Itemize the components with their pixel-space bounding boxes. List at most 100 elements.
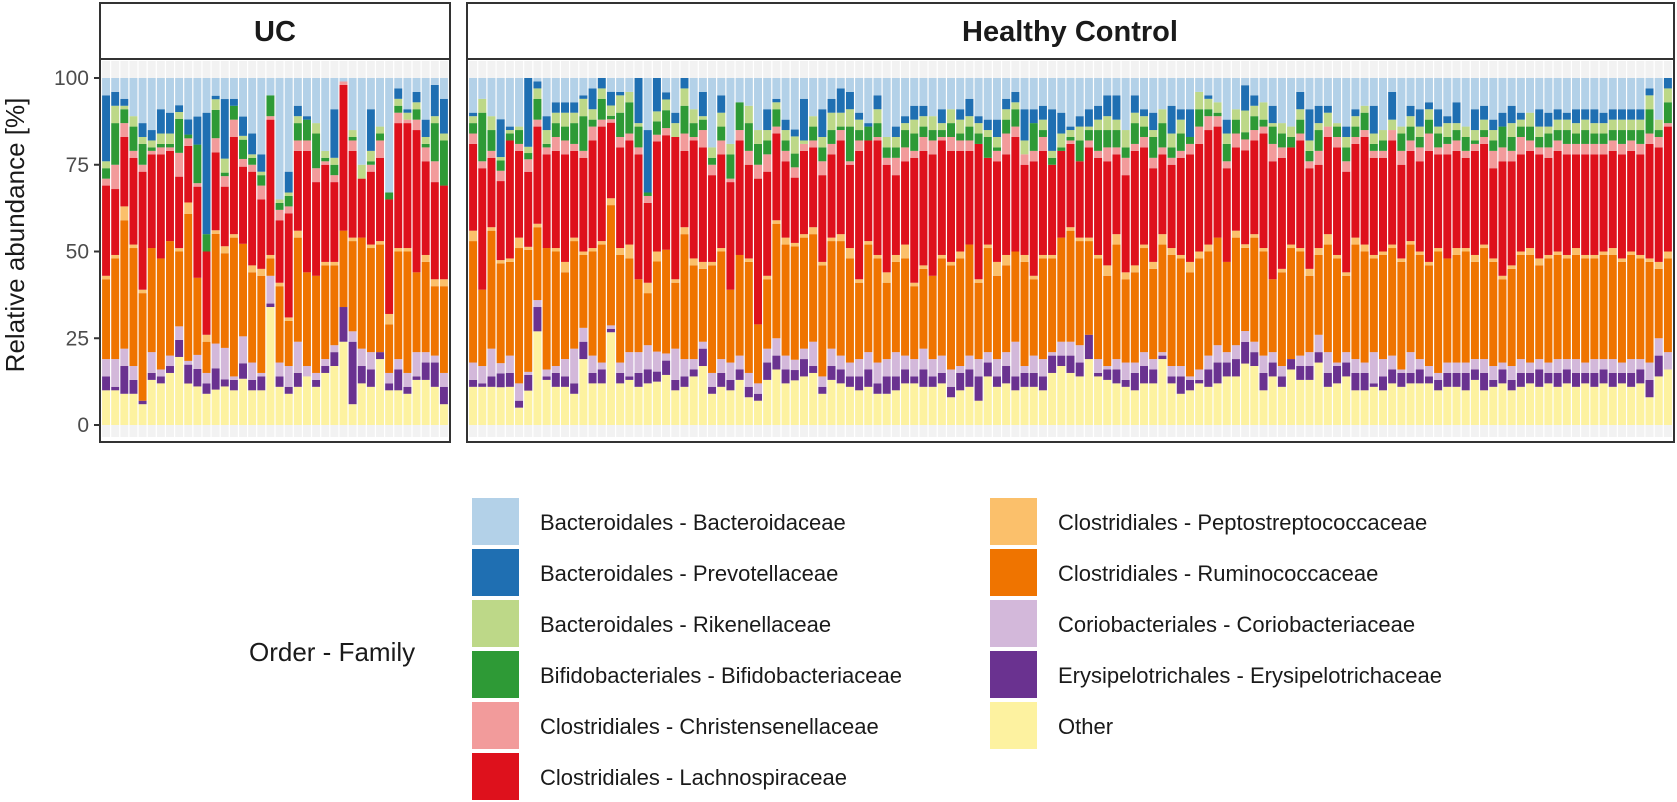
bar-segment — [1084, 140, 1093, 148]
bar-segment — [430, 116, 439, 124]
bar-segment — [643, 195, 652, 203]
bar-segment — [827, 348, 836, 367]
bar-segment — [321, 265, 330, 360]
bar-segment — [1461, 136, 1470, 151]
bar-segment — [366, 352, 375, 370]
bar-segment — [266, 303, 275, 308]
bar-segment — [901, 258, 910, 356]
bar-segment — [717, 386, 726, 425]
bar-segment — [772, 220, 781, 224]
bar-segment — [827, 112, 836, 131]
bar-segment — [662, 128, 671, 136]
bar-segment — [193, 277, 202, 355]
bar-segment — [606, 115, 615, 120]
bar-segment — [239, 78, 248, 117]
bar-segment — [1333, 366, 1342, 384]
bar-segment — [1103, 147, 1112, 162]
bar-segment — [809, 140, 818, 148]
bar-segment — [312, 133, 321, 169]
bar-segment — [193, 368, 202, 387]
bar-segment — [1241, 78, 1250, 86]
bar-segment — [1268, 123, 1277, 127]
bar-sample — [625, 78, 634, 425]
bar-sample — [864, 78, 873, 425]
bar-segment — [1020, 372, 1029, 387]
bar-segment — [1094, 105, 1103, 120]
bar-segment — [348, 136, 357, 141]
bar-segment — [772, 338, 781, 356]
bar-segment — [293, 116, 302, 124]
legend-label: Erysipelotrichales - Erysipelotrichaceae — [1058, 663, 1442, 688]
bar-segment — [248, 133, 257, 155]
bar-segment — [1029, 279, 1038, 356]
bar-sample — [184, 78, 193, 425]
bar-segment — [1489, 386, 1498, 425]
bar-segment — [717, 248, 726, 252]
bar-segment — [1443, 154, 1452, 259]
bar-segment — [1424, 261, 1433, 266]
bar-segment — [1562, 369, 1571, 384]
bar-segment — [469, 230, 478, 242]
bar-segment — [1608, 140, 1617, 151]
bar-segment — [505, 126, 514, 131]
bar-sample — [1544, 78, 1553, 425]
bar-segment — [1066, 341, 1075, 356]
bar-segment — [1342, 275, 1351, 353]
bar-segment — [1103, 366, 1112, 370]
bar-segment — [1360, 78, 1369, 106]
bar-segment — [220, 78, 229, 100]
bar-segment — [763, 348, 772, 363]
bar-segment — [1415, 136, 1424, 148]
bar-segment — [1057, 237, 1066, 342]
bar-sample — [1498, 78, 1507, 425]
bar-segment — [1066, 140, 1075, 144]
bar-segment — [983, 157, 992, 245]
bar-segment — [376, 78, 384, 127]
bar-segment — [321, 359, 330, 367]
bar-sample — [147, 78, 156, 425]
bar-segment — [790, 129, 799, 137]
bar-segment — [1020, 261, 1029, 367]
bar-segment — [111, 189, 120, 255]
bar-segment — [184, 364, 193, 384]
bar-segment — [1498, 275, 1507, 280]
bar-segment — [570, 150, 579, 238]
bar-segment — [1130, 123, 1139, 144]
bar-segment — [1277, 147, 1286, 158]
bar-segment — [763, 154, 772, 172]
bar-sample — [193, 78, 202, 425]
bar-segment — [1369, 258, 1378, 353]
bar-segment — [597, 126, 606, 242]
bar-segment — [1654, 376, 1663, 425]
bar-segment — [855, 279, 864, 283]
bar-segment — [1553, 78, 1562, 110]
bar-segment — [1608, 119, 1617, 131]
bar-segment — [239, 336, 248, 364]
bar-sample — [120, 78, 129, 425]
bar-segment — [570, 123, 579, 144]
bar-segment — [275, 282, 284, 287]
bar-segment — [1415, 254, 1424, 360]
bar-segment — [129, 78, 138, 117]
bar-segment — [430, 123, 439, 162]
bar-segment — [147, 248, 156, 353]
bar-segment — [588, 88, 597, 110]
bar-segment — [901, 116, 910, 124]
bar-segment — [708, 265, 717, 373]
bar-segment — [266, 254, 275, 259]
bar-segment — [1599, 143, 1608, 155]
bar-segment — [293, 123, 302, 141]
bar-segment — [652, 121, 661, 135]
bar-segment — [1663, 78, 1672, 89]
bar-segment — [1415, 78, 1424, 110]
bar-segment — [1608, 78, 1617, 110]
bar-segment — [1654, 261, 1663, 269]
bar-segment — [166, 366, 174, 373]
bar-segment — [717, 140, 726, 155]
bar-segment — [211, 389, 220, 425]
bar-segment — [184, 134, 193, 139]
bar-segment — [836, 241, 845, 356]
bar-segment — [873, 78, 882, 96]
bar-sample — [772, 78, 781, 425]
bar-segment — [1287, 147, 1296, 245]
